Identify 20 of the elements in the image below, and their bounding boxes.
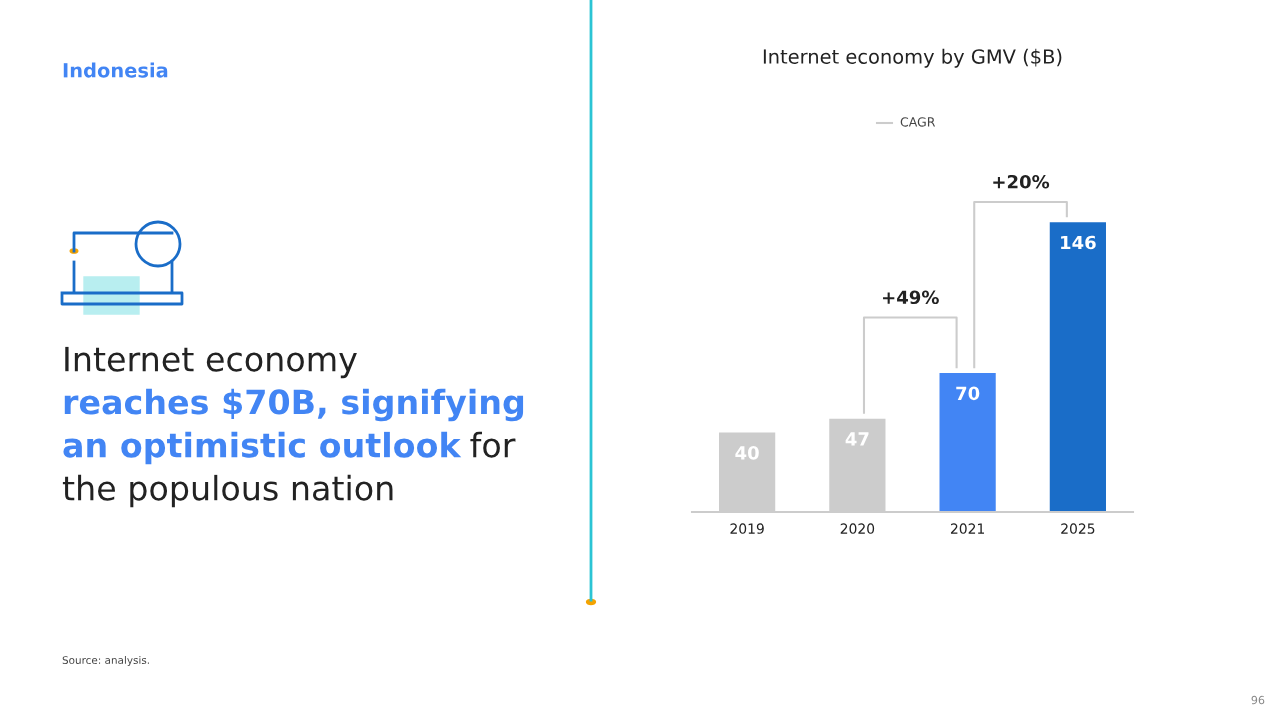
- x-tick-label: 2025: [1061, 523, 1095, 534]
- chart-title: Internet economy by GMV ($B): [763, 48, 1062, 68]
- text: an optimistic outlook: [63, 431, 462, 465]
- x-tick-label: 2021: [950, 523, 985, 534]
- text: +20%: [993, 174, 1050, 189]
- text: Internet economy: [65, 346, 357, 379]
- text: CAGR: [900, 117, 936, 127]
- text: for: [470, 431, 516, 458]
- bar: [1049, 222, 1106, 512]
- data-label: 70: [956, 386, 980, 401]
- x-tick-label: 2019: [730, 523, 764, 534]
- text: Indonesia: [63, 62, 168, 78]
- text: the populous nation: [62, 474, 393, 508]
- source-note: Source: analysis.: [62, 655, 149, 667]
- bar: [939, 373, 996, 512]
- data-label: 146: [1061, 235, 1096, 250]
- text: reaches $70B, signifying: [64, 388, 524, 422]
- text: 96: [1251, 695, 1265, 705]
- annotation: +49%: [883, 290, 939, 305]
- x-tick-label: 2020: [840, 523, 875, 534]
